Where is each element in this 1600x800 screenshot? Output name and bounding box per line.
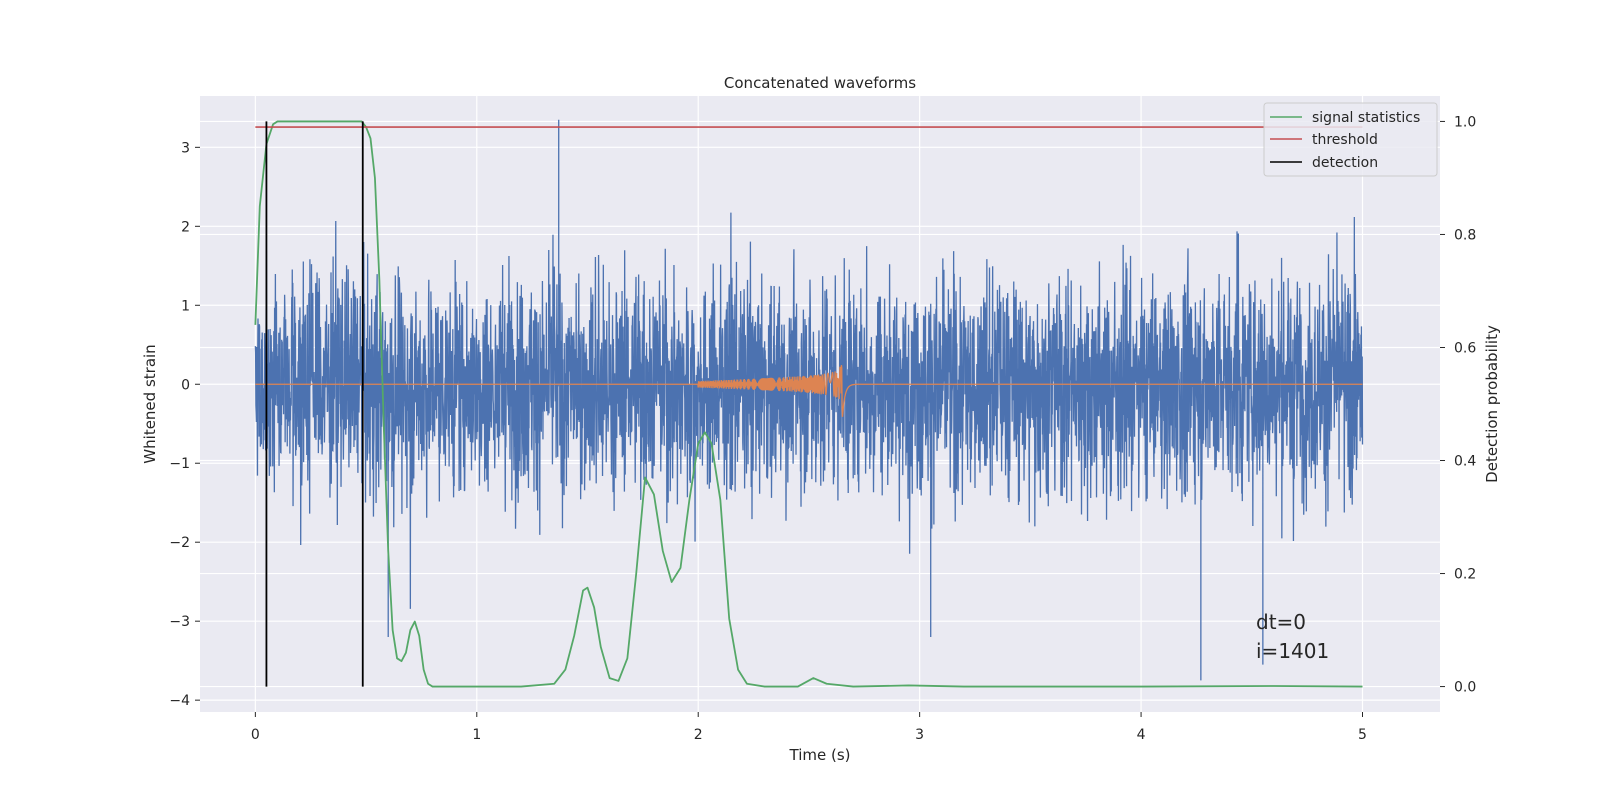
- chirp-series: [255, 365, 1363, 417]
- y2-tick-label: 0.0: [1454, 680, 1476, 696]
- y2-tick-label: 1.0: [1454, 114, 1476, 130]
- y-tick-label: −1: [169, 456, 190, 472]
- y2-tick-label: 0.6: [1454, 340, 1476, 356]
- y2-axis-label: Detection probability: [1483, 325, 1501, 483]
- x-axis-label: Time (s): [789, 746, 851, 764]
- signal-statistics-series: [254, 120, 1363, 688]
- y-axis-label: Whitened strain: [141, 344, 159, 463]
- signal-statistics-line: [254, 120, 1363, 688]
- x-tick-label: 1: [472, 727, 481, 743]
- chirp-line: [255, 365, 1363, 417]
- y-tick-label: −4: [169, 693, 190, 709]
- x-tick-label: 3: [915, 727, 924, 743]
- x-tick-label: 5: [1358, 727, 1367, 743]
- noise-line: [254, 119, 1364, 681]
- x-tick-label: 4: [1137, 727, 1146, 743]
- legend-label-threshold: threshold: [1312, 132, 1378, 148]
- x-tick-label: 0: [251, 727, 260, 743]
- legend-label-detection: detection: [1312, 155, 1378, 171]
- x-tick-label: 2: [694, 727, 703, 743]
- y2-tick-label: 0.8: [1454, 227, 1476, 243]
- y-tick-label: 2: [181, 219, 190, 235]
- y2-tick-label: 0.2: [1454, 567, 1476, 583]
- chart-title: Concatenated waveforms: [724, 74, 916, 92]
- y-tick-label: 1: [181, 298, 190, 314]
- legend-box: [1263, 102, 1438, 177]
- detection-series: [265, 121, 364, 687]
- annotation-dt: dt=0: [1256, 610, 1306, 634]
- legend: signal statistics threshold detection: [1263, 102, 1438, 177]
- axes: 0 1 2 3 4 5 −4 −3 −2 −1 0 1 2 3 0.0 0.2 0.4 0.6 0.8 1.0: [169, 114, 1476, 743]
- annotation-index: i=1401: [1256, 639, 1329, 663]
- y2-tick-label: 0.4: [1454, 454, 1476, 470]
- annotation: dt=0 i=1401: [1256, 610, 1329, 663]
- noise-series: [254, 119, 1364, 681]
- legend-label-signal-statistics: signal statistics: [1312, 110, 1420, 126]
- y-tick-label: −2: [169, 535, 190, 551]
- y-tick-label: 0: [181, 377, 190, 393]
- y-tick-label: −3: [169, 614, 190, 630]
- y-tick-label: 3: [181, 140, 190, 156]
